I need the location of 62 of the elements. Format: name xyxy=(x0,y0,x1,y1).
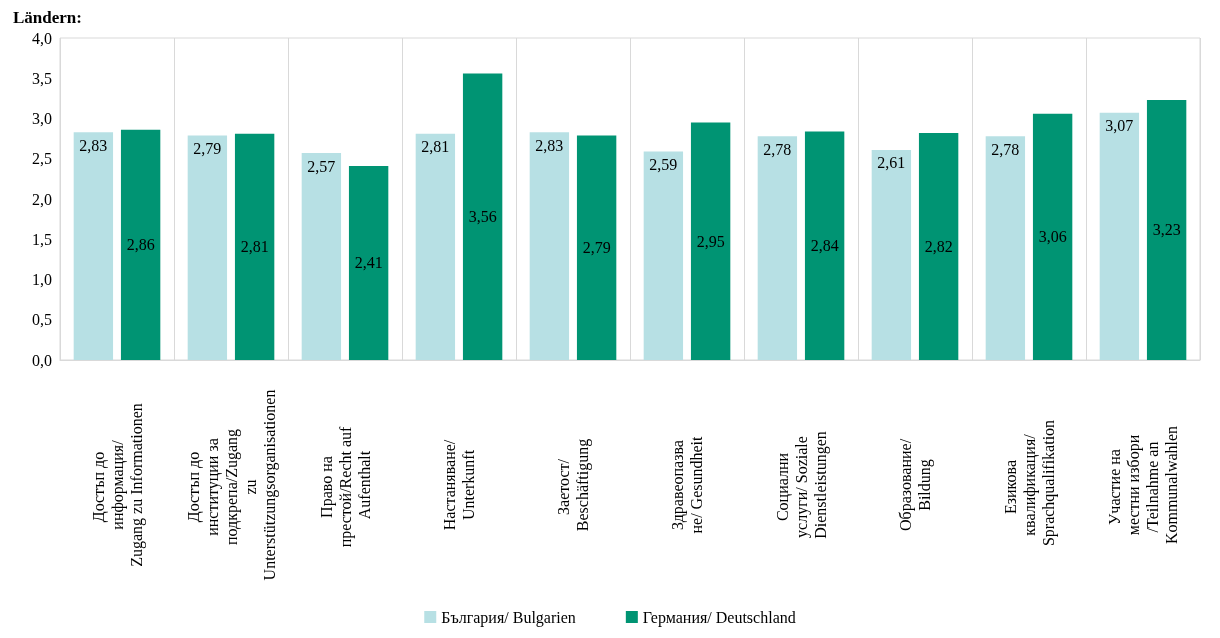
x-tick-label: Достъп до институции за подкрепа/Zugang zu Unterstützungsorganisationen xyxy=(184,389,279,581)
bar xyxy=(348,166,389,360)
data-label: 2,81 xyxy=(421,138,450,156)
data-label: 2,41 xyxy=(354,254,383,272)
bar xyxy=(1146,99,1187,360)
bar xyxy=(187,135,228,360)
y-tick-label: 1,5 xyxy=(32,230,52,248)
x-tick-label: Здравеопазване/ Gesundheit xyxy=(669,435,705,534)
x-tick-label: Настаняване/Unterkunft xyxy=(441,439,477,531)
bar xyxy=(576,135,617,360)
bar xyxy=(985,136,1026,360)
data-label: 2,82 xyxy=(924,237,953,255)
bar xyxy=(301,153,342,360)
bar xyxy=(1032,113,1073,360)
data-label: 2,57 xyxy=(307,157,336,175)
data-label: 2,78 xyxy=(763,140,792,158)
data-label: 2,78 xyxy=(991,140,1020,158)
y-tick-label: 0,0 xyxy=(32,351,52,369)
data-label: 2,59 xyxy=(649,156,678,174)
y-tick-label: 4,0 xyxy=(32,29,52,47)
bar xyxy=(415,133,456,360)
data-label: 2,79 xyxy=(193,139,222,157)
data-label: 2,81 xyxy=(240,238,269,256)
x-tick-label: Участие на местни избори/Teilnahme an Kommunalwahlen xyxy=(1106,425,1180,545)
data-label: 2,86 xyxy=(126,236,155,254)
bar xyxy=(120,129,161,360)
bar xyxy=(757,136,798,360)
x-tick-label: Достъп до информация/Zugang zu Informationen xyxy=(89,403,146,567)
x-tick-label: Образование/Bildung xyxy=(897,438,934,532)
data-label: 3,23 xyxy=(1152,221,1181,239)
chart-title: Ländern: xyxy=(13,8,82,27)
y-tick-label: 2,5 xyxy=(32,150,52,168)
bar xyxy=(918,132,959,360)
bar xyxy=(73,132,114,360)
y-tick-label: 1,0 xyxy=(32,271,52,288)
y-tick-label: 0,5 xyxy=(32,311,52,329)
bar xyxy=(529,132,570,360)
bar xyxy=(871,149,912,360)
y-tick-label: 3,0 xyxy=(32,110,52,127)
data-label: 3,56 xyxy=(468,208,497,226)
legend-label: България/ Bulgarien xyxy=(441,608,576,627)
bar xyxy=(462,73,503,360)
data-label: 2,95 xyxy=(696,232,725,250)
data-label: 3,06 xyxy=(1038,228,1067,246)
bar xyxy=(1099,112,1140,360)
data-label: 2,79 xyxy=(582,239,611,257)
data-label: 3,07 xyxy=(1105,117,1134,135)
bar xyxy=(643,151,684,360)
data-label: 2,83 xyxy=(535,136,564,154)
x-tick-label: Социални услуги/ Soziale Dienstleistungen xyxy=(773,431,830,539)
bar xyxy=(690,122,731,360)
x-tick-label: Заетост/ Beschäftigung xyxy=(555,438,592,532)
y-tick-label: 3,5 xyxy=(32,69,52,87)
data-label: 2,61 xyxy=(877,154,906,172)
x-tick-label: Езикова квалификация/ Sprachqualifikation xyxy=(1001,419,1058,551)
bar xyxy=(804,131,845,360)
legend-label: Германия/ Deutschland xyxy=(642,608,796,627)
data-label: 2,84 xyxy=(810,237,839,255)
data-label: 2,83 xyxy=(79,136,108,154)
y-tick-label: 2,0 xyxy=(32,190,52,208)
bar xyxy=(234,133,275,360)
x-tick-label: Право на престой/Recht auf Aufenthalt xyxy=(317,422,373,548)
